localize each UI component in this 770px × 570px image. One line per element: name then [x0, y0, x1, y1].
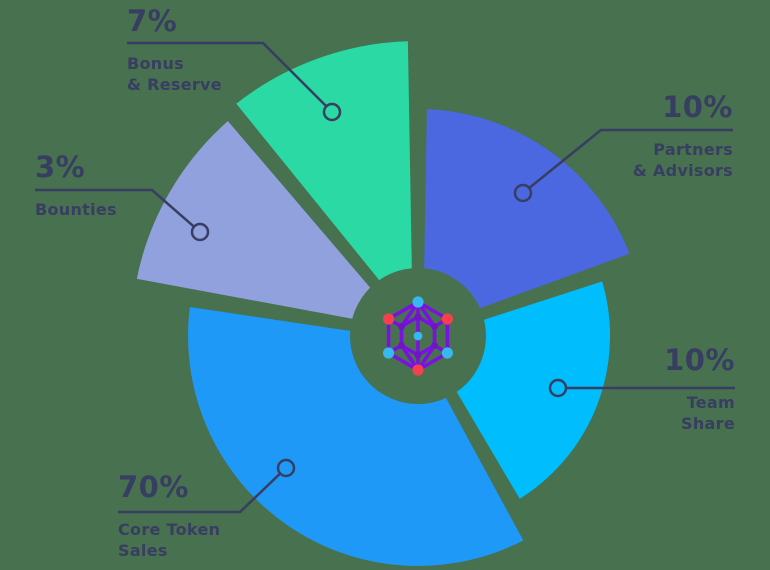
- logo-node-inner: [414, 351, 422, 359]
- logo-node-center: [413, 331, 423, 341]
- name-bounties: Bounties: [35, 200, 117, 219]
- logo-node-inner: [431, 342, 438, 349]
- pie-slice-partners-advisors: [412, 98, 643, 344]
- pie-slice-core-token-sales: [178, 295, 537, 570]
- leader-line-partners-advisors: [528, 128, 733, 189]
- pct-partners-advisors: 10%: [662, 90, 733, 124]
- logo-node-outer: [441, 313, 453, 325]
- name-team-share: Team Share: [681, 393, 735, 433]
- pie-slice-bonus-reserve: [222, 30, 424, 351]
- logo-node-outer: [383, 347, 395, 359]
- logo-node-inner: [431, 323, 438, 330]
- leader-line-bonus-reserve: [127, 41, 328, 108]
- label-block-partners-advisors: 10% Partners & Advisors: [633, 88, 733, 181]
- label-block-core-token-sales: 70% Core Token Sales: [118, 468, 220, 561]
- pie-slice-bounties: [125, 106, 431, 344]
- pct-team-share: 10%: [664, 343, 735, 377]
- pie-wedges: [125, 30, 643, 570]
- hexagon-network-logo-icon: [383, 296, 453, 376]
- logo-node-inner: [398, 342, 405, 349]
- leader-lines: [35, 41, 735, 514]
- leader-dot-partners-advisors: [513, 183, 533, 203]
- leader-dot-team-share: [548, 378, 568, 398]
- logo-node-outer: [383, 313, 395, 325]
- logo-node-outer: [441, 347, 453, 359]
- pct-bonus-reserve: 7%: [127, 4, 178, 38]
- leader-dot-core-token-sales: [276, 458, 296, 478]
- pct-bounties: 3%: [35, 150, 86, 184]
- pct-core-token-sales: 70%: [118, 470, 189, 504]
- name-partners-advisors: Partners & Advisors: [632, 140, 733, 180]
- name-core-token-sales: Core Token Sales: [118, 520, 221, 560]
- label-block-bonus-reserve: 7% Bonus & Reserve: [127, 2, 222, 95]
- label-block-team-share: 10% Team Share: [664, 341, 735, 434]
- name-bonus-reserve: Bonus & Reserve: [127, 54, 222, 94]
- logo-node-inner: [414, 313, 422, 321]
- logo-node-outer: [412, 364, 424, 376]
- leader-dot-bonus-reserve: [322, 102, 342, 122]
- leader-dot-bounties: [190, 222, 210, 242]
- logo-node-inner: [398, 323, 405, 330]
- leader-line-bounties: [35, 188, 195, 228]
- label-block-bounties: 3% Bounties: [35, 148, 117, 220]
- logo-node-outer: [412, 296, 424, 308]
- leader-line-core-token-sales: [118, 472, 282, 514]
